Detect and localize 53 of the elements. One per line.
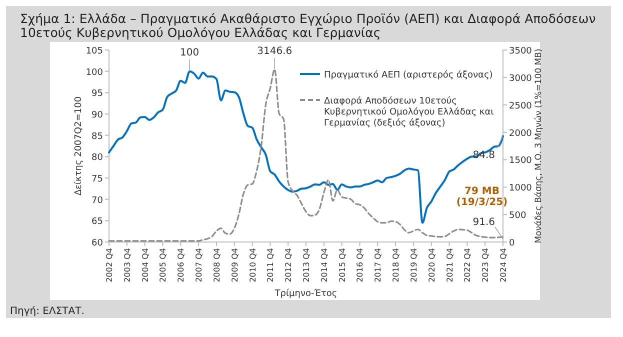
x-tick-label: 2005 Q4: [158, 248, 168, 282]
y-tick-label: 100: [86, 68, 104, 78]
x-tick-label: 2012 Q4: [284, 248, 294, 282]
x-tick-label: 2017 Q4: [374, 248, 383, 282]
y-tick-label: 85: [92, 132, 103, 142]
x-tick-label: 2013 Q4: [302, 248, 311, 282]
y2-tick-label: 3500: [509, 46, 532, 56]
x-tick-label: 2016 Q4: [356, 248, 365, 282]
y2-axis-title: Μονάδες Βάσης, Μ.Ο. 3 Μηνών (1%=100 ΜΒ): [534, 48, 544, 244]
y2-tick-label: 1500: [509, 156, 532, 166]
y2-tick-label: 2000: [509, 128, 532, 139]
x-tick-label: 2008 Q4: [212, 248, 222, 282]
y2-tick-label: 3000: [509, 74, 532, 84]
x-tick-label: 2023 Q4: [481, 248, 490, 282]
y2-tick-label: 0: [509, 238, 515, 248]
x-tick-label: 2024 Q4: [499, 248, 508, 282]
chart-title: Σχήμα 1: Ελλάδα – Πραγματικό Ακαθάριστο Εγχώριο Προϊόν (ΑΕΠ) και Διαφορά Αποδόσεων 10ετούς Κυβερνητικού Ομολόγου Ελλάδας και Γερμανίας: [20, 11, 596, 40]
legend-label: Πραγματικό ΑΕΠ (αριστερός άξονας): [324, 70, 493, 80]
y-tick-label: 65: [92, 217, 103, 228]
annotation: 91.6: [472, 217, 495, 228]
x-tick-label: 2006 Q4: [176, 248, 186, 282]
y-tick-label: 105: [86, 46, 103, 56]
x-tick-label: 2015 Q4: [338, 248, 347, 282]
x-tick-label: 2019 Q4: [409, 248, 418, 282]
x-tick-label: 2011 Q4: [266, 248, 276, 282]
x-tick-label: 2009 Q4: [230, 248, 240, 282]
y-tick-label: 80: [92, 153, 104, 164]
x-axis-title: Τρίμηνο-Έτος: [274, 288, 338, 299]
y-axis-title: Δείκτης 2007Q2=100: [73, 96, 84, 196]
x-tick-label: 2022 Q4: [463, 248, 472, 282]
y-tick-label: 90: [92, 110, 104, 120]
y-tick-label: 70: [92, 196, 104, 206]
y2-tick-label: 2500: [509, 101, 532, 112]
y2-tick-label: 500: [509, 211, 526, 222]
x-tick-label: 2014 Q4: [320, 248, 329, 282]
annotation: 79 ΜΒ (19/3/25): [456, 186, 508, 208]
x-tick-label: 2018 Q4: [392, 248, 401, 282]
y-tick-label: 95: [92, 89, 103, 100]
y-tick-label: 75: [92, 174, 103, 184]
y-tick-label: 60: [92, 238, 104, 248]
x-tick-label: 2004 Q4: [140, 248, 150, 282]
legend-label: Διαφορά Αποδόσεων 10ετούς Κυβερνητικού Ομολόγου Ελλάδας και Γερμανίας (δεξιός άξονας): [324, 96, 494, 128]
x-tick-label: 2007 Q4: [194, 248, 204, 282]
annotation: 3146.6: [257, 46, 292, 57]
y2-tick-label: 1000: [509, 184, 532, 194]
x-tick-label: 2020 Q4: [427, 248, 436, 282]
x-tick-label: 2002 Q4: [105, 248, 114, 282]
text: Πηγή: ΕΛΣΤΑΤ.: [10, 306, 84, 317]
x-tick-label: 2021 Q4: [445, 248, 454, 282]
annotation: 84.8: [472, 150, 495, 162]
annotation: 100: [180, 47, 200, 58]
x-tick-label: 2010 Q4: [248, 248, 258, 282]
x-tick-label: 2003 Q4: [122, 248, 132, 282]
